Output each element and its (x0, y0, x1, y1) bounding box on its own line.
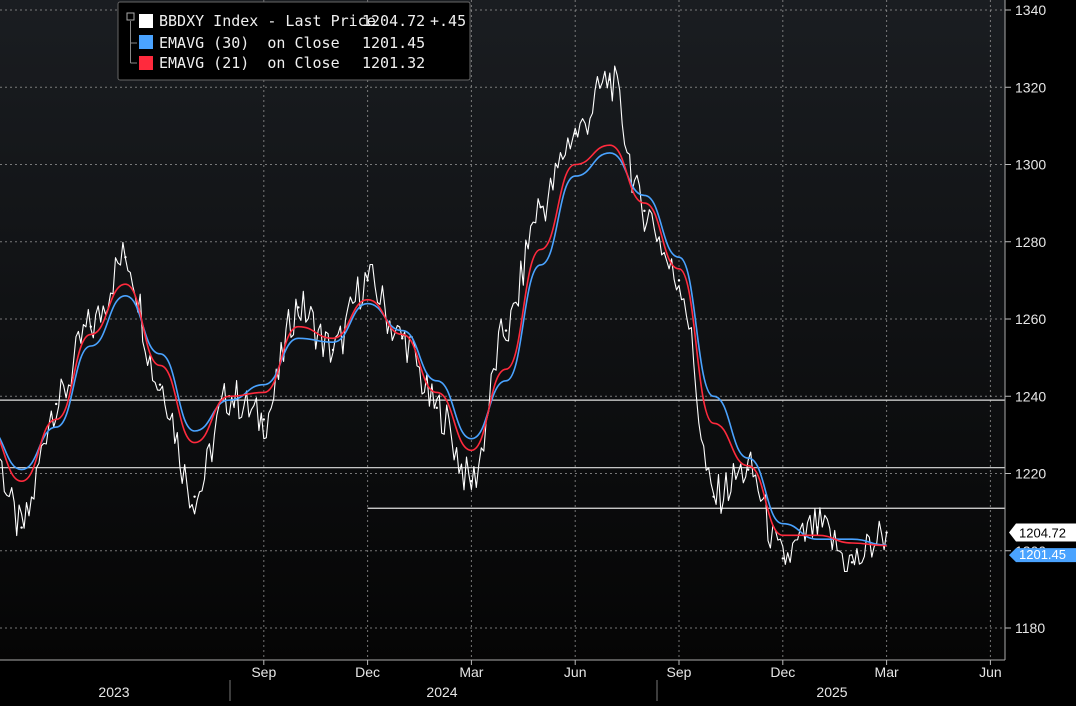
grid-lines (0, 0, 1005, 660)
legend-label-price: BBDXY Index - Last Price (159, 12, 376, 30)
price-point (89, 325, 93, 328)
legend-label-ema21: EMAVG (21) on Close (159, 54, 340, 72)
x-tick-label: Mar (459, 664, 483, 680)
legend-label-ema30: EMAVG (30) on Close (159, 34, 340, 52)
price-point (816, 526, 819, 529)
price-point (747, 468, 750, 471)
price-point (504, 329, 508, 332)
price-point (470, 480, 473, 483)
price-point (712, 495, 715, 498)
x-tick-label: Dec (355, 664, 380, 680)
series-layer (0, 65, 888, 573)
legend-box (117, 1, 471, 81)
series-line-ema30 (0, 152, 887, 546)
x-year-label: 2025 (816, 684, 847, 700)
legend-swatch-ema30 (139, 35, 153, 49)
price-point (55, 402, 58, 406)
legend-swatch-price (139, 14, 153, 28)
price-point (574, 132, 577, 135)
price-point (297, 306, 300, 309)
y-tick-label: 1240 (1015, 388, 1046, 404)
price-point (643, 209, 646, 213)
legend-value-ema30: 1201.45 (362, 34, 425, 52)
y-axis: 118012001220124012601280130013201340 (1005, 2, 1046, 636)
price-point (677, 279, 681, 282)
y-tick-label: 1300 (1015, 157, 1046, 173)
y-tick-label: 1340 (1015, 2, 1046, 18)
legend-value-price: 1204.72 (362, 12, 425, 30)
series-line-ema21 (0, 144, 887, 547)
y-tick-label: 1180 (1015, 620, 1045, 636)
x-tick-label: Dec (770, 664, 795, 680)
price-point (262, 418, 265, 421)
price-point (124, 256, 127, 259)
legend-change-price: +.45 (430, 12, 466, 30)
last-price-tag-label: 1204.72 (1019, 526, 1066, 541)
x-tick-label: Jun (564, 664, 587, 680)
legend-value-ema21: 1201.32 (362, 54, 425, 72)
value-tags: 1204.72 1201.45 (1009, 523, 1076, 563)
x-tick-label: Mar (875, 664, 899, 680)
reference-lines (0, 399, 1005, 509)
price-point (608, 78, 611, 81)
y-tick-label: 1280 (1015, 234, 1046, 250)
price-point (158, 383, 162, 386)
price-point (20, 526, 23, 529)
legend-collapse-icon[interactable] (126, 12, 135, 21)
price-point (331, 348, 335, 352)
ema30-tag-label: 1201.45 (1019, 547, 1066, 562)
price-point (401, 337, 404, 340)
x-year-label: 2023 (98, 684, 129, 700)
x-tick-label: Jun (979, 664, 1002, 680)
price-point (850, 561, 854, 564)
price-point (366, 279, 369, 282)
price-point (539, 205, 542, 209)
price-point (781, 557, 784, 560)
legend-swatch-ema21 (139, 56, 153, 70)
y-tick-label: 1260 (1015, 311, 1046, 327)
ema30-tag (1009, 548, 1076, 563)
price-point (885, 531, 888, 534)
x-tick-label: Sep (667, 664, 692, 680)
x-axis: SepDecMarJunSepDecMarJunSep202320242025 (98, 660, 1002, 701)
x-tick-label: Sep (251, 664, 276, 680)
price-point (193, 495, 196, 498)
y-tick-label: 1220 (1015, 466, 1046, 482)
legend: BBDXY Index - Last Price 1204.72 +.45 EM… (117, 1, 471, 81)
x-year-label: 2024 (426, 684, 457, 700)
y-tick-label: 1320 (1015, 79, 1046, 95)
price-point (435, 406, 438, 410)
last-price-tag (1009, 523, 1076, 542)
